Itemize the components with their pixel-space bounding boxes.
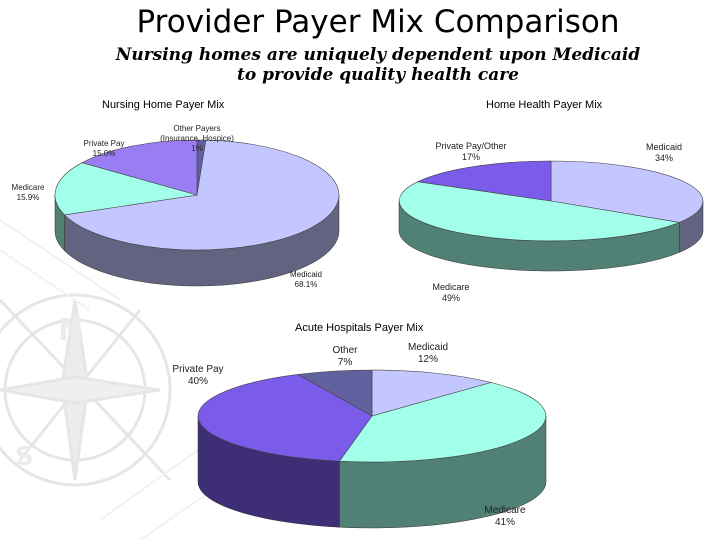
slice-label-private-pay: Private Pay 15.0% [84,139,125,158]
subtitle-line-1: Nursing homes are uniquely dependent upo… [115,45,641,65]
pie-slice-medicaid [63,139,340,251]
svg-text:N: N [58,313,83,348]
page-title: Provider Payer Mix Comparison [136,4,620,40]
page-subtitle: Nursing homes are uniquely dependent upo… [40,45,716,85]
nursing-home-pie [54,139,340,287]
acute-hospitals-chart-title: Acute Hospitals Payer Mix [295,322,424,334]
nursing-home-chart-title: Nursing Home Payer Mix [102,99,225,111]
svg-text:S: S [15,442,34,472]
slice-label-medicare: Medicare 49% [432,282,469,303]
slice-label-medicaid: Medicaid 12% [408,342,448,365]
slice-label-other: Other 7% [332,345,358,368]
slice-label-other-payers-insurance-hospice: Other Payers (Insurance, Hospice) 1% [160,124,234,153]
pie-slice-private-pay [81,139,198,196]
pie-slice-medicare [338,382,547,463]
acute-hospitals-pie [197,369,547,529]
pie-slice-medicaid [371,369,493,417]
home-health-pie [398,160,704,272]
pie-slice-private-pay-other [416,160,552,202]
home-health-chart-title: Home Health Payer Mix [486,99,603,111]
pie-slice-medicare [399,181,681,242]
slice-label-private-pay-other: Private Pay/Other 17% [435,141,506,162]
pie-slice-medicare [54,162,198,216]
subtitle-line-2: to provide quality health care [237,65,519,85]
pie-slice-private-pay [197,374,373,462]
slice-label-medicare: Medicare 15.9% [12,183,45,202]
slice-label-private-pay: Private Pay 40% [172,364,223,387]
slice-label-medicare: Medicare 41% [484,505,526,528]
pie-slice-other [296,369,373,417]
slice-label-medicaid: Medicaid 34% [646,142,682,163]
pie-labels: Medicaid 68.1% Medicare 15.9% Private Pay 15.… [12,124,682,528]
slice-label-medicaid: Medicaid 68.1% [290,270,322,289]
